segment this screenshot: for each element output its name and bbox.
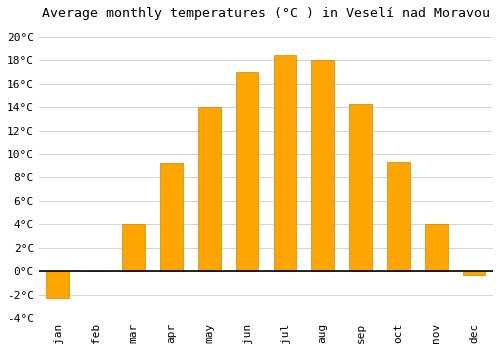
Bar (274, 55, 296, 271)
Bar (425, 224, 448, 271)
Title: Average monthly temperatures (°C ) in Veselí nad Moravou: Average monthly temperatures (°C ) in Ve… (42, 7, 490, 20)
Bar (198, 107, 220, 271)
Bar (46, 271, 69, 298)
Bar (349, 104, 372, 271)
Bar (160, 163, 182, 271)
Bar (312, 61, 334, 271)
Bar (122, 224, 145, 271)
Bar (387, 162, 410, 271)
Bar (236, 72, 258, 271)
Bar (463, 271, 485, 275)
